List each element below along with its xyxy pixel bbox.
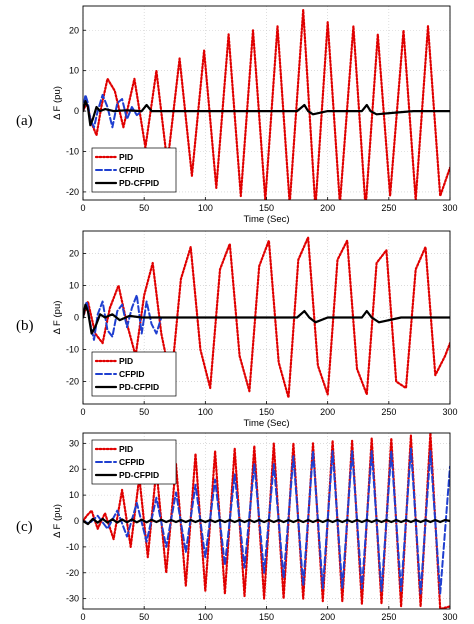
y-axis-label: Δ F (pu) [52, 86, 63, 120]
x-tick-label: 150 [259, 203, 274, 213]
series-line-pid [83, 236, 450, 399]
panel-label: (c) [16, 519, 33, 535]
y-tick-label: 30 [69, 438, 79, 448]
y-tick-label: -20 [66, 568, 79, 578]
legend-label-cfpid: CFPID [119, 165, 145, 175]
x-tick-label: 150 [259, 612, 274, 622]
x-tick-label: 0 [80, 407, 85, 417]
y-tick-label: 20 [69, 248, 79, 258]
series-line-cfpid [83, 294, 163, 341]
legend-label-cfpid: CFPID [119, 457, 145, 467]
y-tick-label: -10 [66, 345, 79, 355]
y-tick-label: 10 [69, 280, 79, 290]
y-tick-label: 10 [69, 490, 79, 500]
y-tick-label: 0 [74, 313, 79, 323]
series-line-pd-cfpid [83, 303, 450, 335]
x-tick-label: 300 [442, 407, 457, 417]
legend-label-pid: PID [119, 356, 133, 366]
y-tick-label: 20 [69, 25, 79, 35]
series-line-pid [83, 8, 450, 200]
x-tick-label: 50 [139, 407, 149, 417]
x-tick-label: 200 [320, 612, 335, 622]
x-tick-label: 250 [381, 612, 396, 622]
x-tick-label: 100 [198, 407, 213, 417]
legend-label-pd-cfpid: PD-CFPID [119, 382, 159, 392]
x-tick-label: 150 [259, 407, 274, 417]
x-tick-label: 300 [442, 203, 457, 213]
legend-label-pd-cfpid: PD-CFPID [119, 470, 159, 480]
y-axis-label: Δ F (pu) [52, 504, 63, 538]
series-line-pd-cfpid [83, 517, 450, 526]
y-tick-label: 0 [74, 516, 79, 526]
y-tick-label: -10 [66, 147, 79, 157]
panel-label: (b) [16, 318, 34, 334]
x-tick-label: 100 [198, 612, 213, 622]
legend: PID CFPID PD-CFPID [91, 147, 177, 193]
series-line-pid [83, 433, 450, 609]
y-axis-label: Δ F (pu) [52, 301, 63, 335]
y-tick-label: -20 [66, 187, 79, 197]
series-line-pd-cfpid [83, 99, 450, 127]
y-tick-label: 10 [69, 66, 79, 76]
y-tick-label: -30 [66, 594, 79, 604]
legend: PID CFPID PD-CFPID [91, 351, 177, 397]
x-tick-label: 250 [381, 407, 396, 417]
x-tick-label: 50 [139, 203, 149, 213]
legend: PID CFPID PD-CFPID [91, 439, 177, 485]
x-tick-label: 50 [139, 612, 149, 622]
legend-label-pid: PID [119, 444, 133, 454]
legend-label-cfpid: CFPID [119, 369, 145, 379]
series-line-cfpid [83, 447, 450, 595]
y-tick-label: 20 [69, 464, 79, 474]
x-tick-label: 0 [80, 203, 85, 213]
legend-label-pd-cfpid: PD-CFPID [119, 178, 159, 188]
x-axis-label: Time (Sec) [243, 418, 289, 429]
x-axis-label: Time (Sec) [243, 214, 289, 225]
y-tick-label: -20 [66, 377, 79, 387]
x-tick-label: 100 [198, 203, 213, 213]
y-tick-label: -10 [66, 542, 79, 552]
x-tick-label: 300 [442, 612, 457, 622]
panel-label: (a) [16, 113, 33, 129]
x-tick-label: 200 [320, 407, 335, 417]
x-tick-label: 0 [80, 612, 85, 622]
y-tick-label: 0 [74, 106, 79, 116]
x-tick-label: 200 [320, 203, 335, 213]
legend-label-pid: PID [119, 152, 133, 162]
x-tick-label: 250 [381, 203, 396, 213]
